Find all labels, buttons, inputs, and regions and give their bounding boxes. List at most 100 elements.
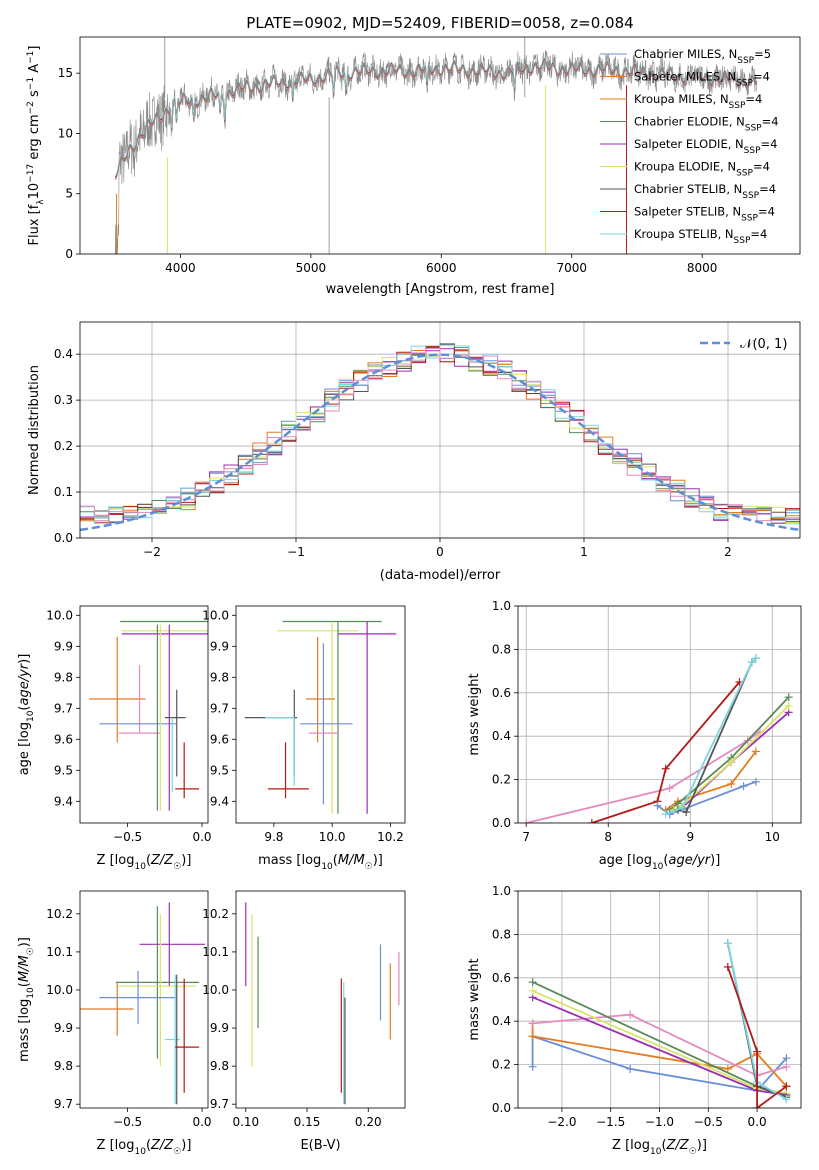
text-span: Kroupa MILES, N	[634, 92, 729, 106]
y-tick-label: 10.1	[46, 945, 73, 959]
text-span: Flux [f	[27, 204, 42, 245]
axes-frame	[235, 890, 406, 1109]
text-span: Chabrier STELIB, N	[634, 182, 742, 196]
text-span: ☉	[365, 862, 373, 872]
x-tick-label: −1.5	[596, 1115, 625, 1129]
y-tick-label: 0.8	[492, 927, 511, 941]
text-span: ☉	[26, 947, 36, 955]
y-axis-label: mass weight	[467, 958, 482, 1040]
text-span: SSP	[736, 169, 753, 179]
text-span: M/M	[338, 853, 365, 868]
text-span: Chabrier ELODIE, N	[634, 115, 745, 129]
x-tick-label: 10	[765, 830, 780, 844]
y-axis-label: mass [log10(M/M☉)]	[17, 937, 36, 1062]
text-span: Kroupa ELODIE, N	[634, 160, 736, 174]
series-line-pink	[532, 1013, 787, 1077]
x-tick-label: 1	[580, 545, 588, 559]
text-span: 10	[27, 183, 42, 200]
x-tick-label: 0.0	[748, 1115, 767, 1129]
panel-residuals: −2 −1 0 1 2 0.0 0.1 0.2 0.3 0.4 (data-model)/error…	[27, 321, 801, 583]
text-span: )]	[710, 853, 720, 868]
text-span: M/M	[17, 955, 32, 982]
x-tick-label: 0.15	[294, 1115, 321, 1129]
text-span: SSP	[742, 191, 759, 201]
text-span: ☉	[689, 1147, 697, 1157]
text-span: =4	[759, 182, 776, 196]
y-axis-label: mass weight	[467, 673, 482, 755]
legend-label: Salpeter ELODIE, NSSP=4	[634, 137, 777, 156]
y-axis-label: age [log10(age/yr)]	[17, 654, 36, 776]
text-span: mass [log	[17, 999, 32, 1062]
y-tick-label: 0.8	[492, 642, 511, 656]
text-span: Z [log	[97, 1138, 135, 1153]
x-tick-label: 5000	[296, 261, 327, 275]
plot-area	[80, 902, 206, 1105]
model-spectrum-kroupa_stelib	[114, 57, 758, 177]
text-span: ☉	[173, 862, 181, 872]
y-tick-label: 10.0	[46, 608, 73, 622]
panel-weight_vs_z: −2.0 −1.5 −1.0 −0.5 0.0 0.0 0.2 0.4 0.6 0.8 1.0 Z […	[467, 884, 802, 1157]
text-span: )]	[181, 1138, 191, 1153]
panel-age_vs_mass: 9.8 10.0 10.2 9.4 9.5 9.6 9.7 9.8 9.9 10.0 mass [l…	[202, 605, 406, 872]
y-tick-label: 5	[65, 187, 73, 201]
text-span: SSP	[734, 236, 751, 246]
text-span: (	[17, 706, 32, 711]
x-axis-label: age [log10(age/yr)]	[599, 853, 721, 872]
plot-area	[244, 620, 397, 814]
y-tick-label: 0.2	[492, 1058, 511, 1072]
text-span: Z/Z	[150, 853, 174, 868]
text-span: 10	[134, 1147, 146, 1157]
plot-area	[518, 891, 801, 1108]
axes-frame	[517, 890, 802, 1109]
text-span: 10	[650, 1147, 662, 1157]
y-tick-label: 0.0	[492, 1101, 511, 1115]
text-span: 10	[652, 862, 664, 872]
text-span: −1	[26, 51, 36, 64]
x-tick-label: 0.20	[355, 1115, 382, 1129]
text-span: Z [log	[97, 853, 135, 868]
text-span: λ	[36, 199, 46, 205]
x-tick-label: 6000	[426, 261, 457, 275]
y-tick-label: 9.5	[210, 763, 229, 777]
panel-age_vs_z: −0.5 0.09.49.59.69.79.89.910.0Z [log10(Z/…	[17, 605, 212, 872]
y-tick-label: 9.5	[54, 763, 73, 777]
text-span: A	[27, 64, 42, 77]
plot-area	[80, 322, 800, 538]
panel-spectrum: 4000 5000 6000 7000 8000 0 5 10 15 PLATE=0902, MJ…	[26, 14, 801, 297]
text-span: ]	[27, 46, 42, 51]
plot-area	[245, 902, 400, 1105]
x-tick-label: 0.0	[192, 830, 211, 844]
y-tick-label: 9.7	[54, 701, 73, 715]
y-tick-label: 15	[58, 66, 73, 80]
x-tick-label: −0.5	[113, 1115, 142, 1129]
legend-label: Salpeter STELIB, NSSP=4	[634, 205, 775, 224]
text-span: Salpeter STELIB, N	[634, 205, 741, 219]
y-tick-label: 10.0	[202, 608, 229, 622]
text-span: 10	[134, 862, 146, 872]
y-tick-label: 0.0	[492, 816, 511, 830]
text-span: )]	[17, 937, 32, 947]
y-tick-label: 9.8	[54, 670, 73, 684]
text-span: age/yr	[668, 853, 711, 868]
x-tick-label: 9.8	[264, 830, 283, 844]
x-tick-label: 9	[686, 830, 694, 844]
text-span: 10	[26, 710, 36, 722]
legend-label: Chabrier ELODIE, NSSP=4	[634, 115, 779, 134]
panel-mass_vs_z: −0.5 0.09.79.89.910.010.110.2Z [log10(Z/Z…	[17, 890, 212, 1157]
axes-frame	[517, 605, 802, 824]
histogram-pink	[80, 348, 800, 524]
text-span: age [log	[599, 853, 652, 868]
text-span: s	[27, 90, 42, 101]
y-tick-label: 0.6	[492, 971, 511, 985]
y-tick-label: 9.9	[210, 1021, 229, 1035]
x-tick-label: 0.10	[232, 1115, 259, 1129]
y-tick-label: 9.8	[210, 1059, 229, 1073]
legend-label: 𝒩(0, 1)	[740, 337, 787, 352]
text-span: Z/Z	[666, 1138, 690, 1153]
y-tick-label: 9.4	[210, 794, 229, 808]
legend-label: Kroupa ELODIE, NSSP=4	[634, 160, 770, 179]
text-span: erg cm	[27, 114, 42, 163]
text-span: (	[146, 853, 151, 868]
